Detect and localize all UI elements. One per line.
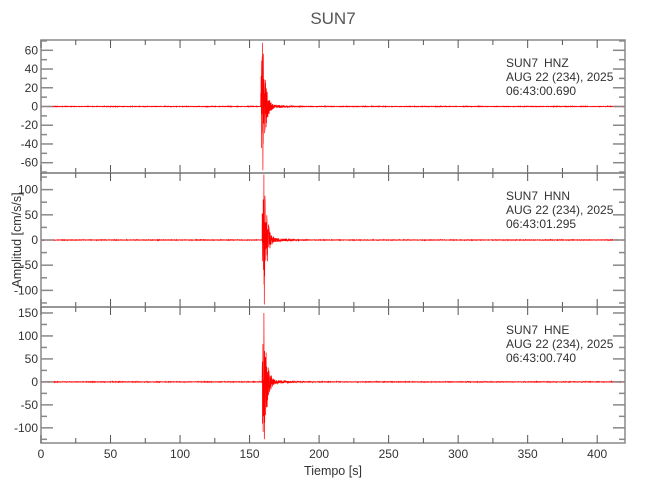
panel-frame [40, 306, 626, 444]
y-tick-label: 20 [25, 81, 39, 95]
x-tick-label: 300 [448, 447, 468, 461]
x-tick-label: 150 [240, 447, 260, 461]
y-tick-label: 50 [25, 352, 39, 366]
y-tick-label: 0 [31, 375, 38, 389]
time-label: 06:43:00.690 [506, 84, 576, 98]
time-label: 06:43:00.740 [506, 351, 576, 365]
channel-label: HNN [544, 189, 570, 203]
y-tick-label: 0 [31, 233, 38, 247]
y-tick-label: -50 [21, 258, 39, 272]
y-tick-label: -20 [21, 118, 39, 132]
waveform-hnn [40, 174, 626, 305]
y-tick-label: 100 [18, 329, 38, 343]
x-tick-label: 200 [309, 447, 329, 461]
date-label: AUG 22 (234), 2025 [506, 70, 614, 84]
y-tick-label: 100 [18, 183, 38, 197]
y-tick-label: 50 [25, 208, 39, 222]
y-tick-label: -40 [21, 137, 39, 151]
x-tick-label: 0 [38, 447, 45, 461]
channel-label: HNE [544, 323, 569, 337]
date-label: AUG 22 (234), 2025 [506, 337, 614, 351]
x-tick-label: 350 [518, 447, 538, 461]
x-tick-label: 100 [170, 447, 190, 461]
y-tick-label: -50 [21, 398, 39, 412]
station-label: SUN7 [506, 56, 538, 70]
y-tick-label: 0 [31, 100, 38, 114]
station-label: SUN7 [506, 189, 538, 203]
channel-label: HNZ [544, 56, 569, 70]
waveform-hnz [40, 42, 626, 171]
chart-title: SUN7 [310, 9, 355, 28]
x-axis-label: Tiempo [s] [304, 464, 362, 478]
y-tick-label: -100 [14, 283, 38, 297]
y-tick-label: 150 [18, 306, 38, 320]
y-tick-label: -100 [14, 421, 38, 435]
waveform-hne [40, 312, 626, 440]
x-tick-label: 50 [104, 447, 118, 461]
y-tick-label: -60 [21, 156, 39, 170]
y-tick-label: 40 [25, 62, 39, 76]
y-axis-label: Amplitud [cm/s/s] [10, 192, 24, 287]
station-label: SUN7 [506, 323, 538, 337]
date-label: AUG 22 (234), 2025 [506, 203, 614, 217]
y-tick-label: 60 [25, 43, 39, 57]
time-label: 06:43:01.295 [506, 217, 576, 231]
x-tick-label: 250 [379, 447, 399, 461]
x-tick-label: 400 [587, 447, 607, 461]
